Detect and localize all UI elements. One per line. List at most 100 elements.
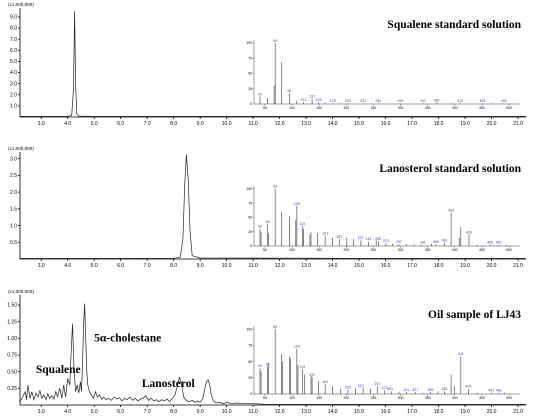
spectrum-peak-label: 69 — [273, 185, 277, 189]
spectrum-peak-label: 299 — [397, 99, 403, 103]
spectrum-peak-label: 281 — [387, 387, 393, 391]
x-tick-label: 17.0 — [407, 409, 417, 415]
y-tick-label: 6.0 — [10, 48, 17, 54]
inset-x-tick-label: 50 — [263, 106, 267, 110]
x-tick-label: 21.0 — [513, 263, 523, 269]
x-tick-label: 3.0 — [38, 409, 45, 415]
chromatogram-trace — [19, 11, 526, 117]
x-tick-label: 4.0 — [64, 409, 71, 415]
x-tick-label: 15.0 — [354, 409, 364, 415]
spectrum-peak-label: 273 — [383, 239, 389, 243]
x-tick-label: 10.0 — [222, 121, 232, 127]
spectrum-peak-label: 341 — [420, 99, 426, 103]
inset-x-tick-label: 50 — [263, 248, 267, 252]
spectrum-peak-label: 95 — [287, 89, 291, 93]
y-scale-label: (x1,000,000) — [8, 2, 34, 7]
inset-x-tick-label: 500 — [506, 248, 512, 252]
x-tick-label: 16.0 — [381, 409, 391, 415]
spectrum-peak-label: 161 — [322, 232, 328, 236]
spectrum-peak-label: 355 — [427, 388, 433, 392]
mass-spectrum-inset: 0 25 50 75 100 50 100 150 200 250 300 350 400 450 500 4… — [246, 323, 524, 402]
inset-x-tick-label: 350 — [425, 396, 431, 400]
x-tick-label: 10.0 — [222, 263, 232, 269]
inset-x-tick-label: 300 — [398, 396, 404, 400]
inset-x-tick-label: 100 — [289, 248, 295, 252]
inset-x-tick-label: 300 — [398, 106, 404, 110]
panel-title: Squalene standard solution — [387, 19, 521, 31]
spectrum-peak-label: 227 — [358, 236, 364, 240]
inset-x-tick-label: 350 — [425, 248, 431, 252]
y-tick-label: 3.0 — [10, 81, 17, 87]
spectrum-peak-label: 490 — [501, 99, 507, 103]
x-tick-label: 7.0 — [144, 121, 151, 127]
spectrum-peak-label: 109 — [294, 344, 300, 348]
x-tick-label: 7.0 — [144, 263, 151, 269]
x-tick-label: 20.0 — [487, 121, 497, 127]
inset-y-tick-label: 25 — [248, 87, 252, 91]
x-tick-label: 15.0 — [354, 263, 364, 269]
inset-y-tick-label: 0 — [250, 102, 252, 106]
spectrum-peak-label: 231 — [360, 99, 366, 103]
inset-x-tick-label: 250 — [371, 248, 377, 252]
inset-x-tick-label: 500 — [506, 396, 512, 400]
inset-x-tick-label: 350 — [425, 106, 431, 110]
x-tick-label: 14.0 — [328, 263, 338, 269]
inset-x-tick-label: 450 — [479, 106, 485, 110]
x-tick-label: 20.0 — [487, 263, 497, 269]
spectrum-peak-label: 227 — [358, 384, 364, 388]
y-scale-label: (x1,000,000) — [8, 289, 34, 294]
x-tick-label: 12.0 — [275, 121, 285, 127]
y-tick-label: 7.0 — [10, 37, 17, 43]
mass-spectrum-inset: 0 25 50 75 100 50 100 150 200 250 300 350 400 450 500 4… — [246, 37, 524, 112]
inset-background — [246, 183, 524, 254]
peak-annotation: Squalene — [36, 364, 81, 376]
spectrum-peak-label: 121 — [300, 98, 306, 102]
inset-y-tick-label: 50 — [248, 72, 252, 76]
panel-title: Oil sample of LJ43 — [428, 309, 521, 321]
spectrum-peak-label: 271 — [382, 386, 388, 390]
x-tick-label: 12.0 — [275, 409, 285, 415]
x-tick-label: 19.0 — [460, 263, 470, 269]
y-tick-label: 4.0 — [10, 70, 17, 76]
chromatogram-panel-1: (x1,000,000) 3.0 4.0 5.0 6.0 7.0 8.0 9.0 10.0 11.… — [8, 2, 526, 127]
y-tick-label: 0.50 — [7, 369, 17, 375]
spectrum-peak-label: 481 — [496, 241, 502, 245]
spectrum-peak-label: 259 — [375, 237, 381, 241]
spectrum-peak-label: 41 — [258, 364, 262, 368]
panel-title: Lanosterol standard solution — [379, 163, 521, 175]
spectrum-peak-label: 41 — [258, 225, 262, 229]
x-tick-label: 4.0 — [64, 263, 71, 269]
spectrum-peak-label: 365 — [433, 240, 439, 244]
spectrum-peak-label: 410 — [457, 99, 463, 103]
inset-x-tick-label: 450 — [479, 396, 485, 400]
inset-y-tick-label: 50 — [248, 360, 252, 364]
inset-x-tick-label: 250 — [371, 106, 377, 110]
inset-y-tick-label: 50 — [248, 216, 252, 220]
x-tick-label: 11.0 — [248, 263, 258, 269]
spectrum-peak-label: 203 — [345, 385, 351, 389]
x-tick-label: 21.0 — [513, 409, 523, 415]
inset-x-tick-label: 400 — [452, 248, 458, 252]
x-tick-label: 9.0 — [197, 409, 204, 415]
spectrum-peak-label: 327 — [412, 388, 418, 392]
x-tick-label: 21.0 — [513, 121, 523, 127]
spectrum-peak-label: 187 — [336, 235, 342, 239]
inset-y-tick-label: 75 — [248, 201, 252, 205]
inset-x-tick-label: 50 — [263, 396, 267, 400]
inset-x-tick-label: 100 — [289, 106, 295, 110]
x-tick-label: 18.0 — [434, 121, 444, 127]
inset-x-tick-label: 400 — [452, 106, 458, 110]
y-tick-label: 1.0 — [10, 223, 17, 229]
spectrum-peak-label: 119 — [299, 222, 305, 226]
y-tick-label: 2.0 — [10, 190, 17, 196]
y-tick-label: 5.0 — [10, 59, 17, 65]
inset-y-tick-label: 0 — [250, 392, 252, 396]
x-tick-label: 11.0 — [248, 409, 258, 415]
main-axes — [19, 152, 526, 260]
chromatogram-panel-2: (x1,000,000) 3.0 4.0 5.0 6.0 7.0 8.0 9.0 10.0 11.… — [8, 146, 526, 269]
x-tick-label: 12.0 — [275, 263, 285, 269]
inset-background — [246, 37, 524, 112]
x-tick-label: 9.0 — [197, 121, 204, 127]
x-tick-label: 3.0 — [38, 263, 45, 269]
spectrum-peak-label: 69 — [273, 325, 277, 329]
